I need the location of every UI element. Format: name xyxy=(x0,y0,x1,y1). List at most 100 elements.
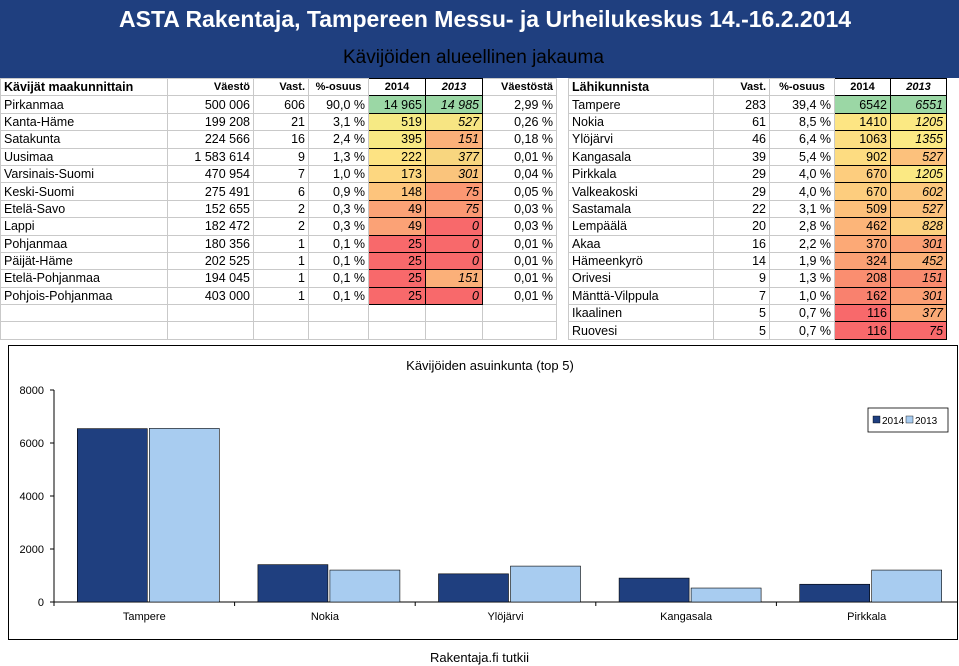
visits-2013-value: 527 xyxy=(890,199,947,219)
share-value: 0,1 % xyxy=(308,269,369,288)
regional-empty-row xyxy=(0,321,557,340)
visits-2014-value: 670 xyxy=(834,182,891,201)
count-value: 9 xyxy=(713,269,770,288)
share-value: 0,3 % xyxy=(308,217,369,236)
page-subtitle: Kävijöiden alueellinen jakauma xyxy=(343,47,604,68)
population-share-value: 0,03 % xyxy=(482,217,557,236)
count-value: 16 xyxy=(253,130,309,149)
empty-cell xyxy=(308,321,369,340)
region-name: Pohjois-Pohjanmaa xyxy=(0,286,168,306)
visits-2014-value: 509 xyxy=(834,199,891,219)
regional-header-region: Kävijät maakunnittain xyxy=(0,77,168,97)
population-share-value: 0,18 % xyxy=(482,130,557,149)
visits-2014-value: 395 xyxy=(368,130,426,149)
municipality-name: Tampere xyxy=(568,95,714,114)
neighbor-row: Hämeenkyrö 14 1,9 % 324 452 xyxy=(568,251,947,271)
visits-2013-value: 75 xyxy=(425,199,483,219)
regional-header-population: Väestö xyxy=(167,77,254,97)
population-share-value: 0,05 % xyxy=(482,182,557,201)
x-tick-label: Tampere xyxy=(123,611,166,623)
share-value: 0,3 % xyxy=(308,199,369,219)
count-value: 1 xyxy=(253,269,309,288)
count-value: 29 xyxy=(713,164,770,184)
neighbor-row: Tampere 283 39,4 % 6542 6551 xyxy=(568,95,947,114)
regional-header-popshare: Väestöstä xyxy=(482,77,557,97)
population-share-value: 0,03 % xyxy=(482,199,557,219)
regional-row: Pirkanmaa 500 006 606 90,0 % 14 965 14 985 2,9… xyxy=(0,95,557,114)
share-value: 4,0 % xyxy=(769,164,835,184)
population-share-value: 0,01 % xyxy=(482,147,557,166)
count-value: 5 xyxy=(713,304,770,323)
population-value: 224 566 xyxy=(167,130,254,149)
empty-cell xyxy=(368,304,426,323)
municipality-name: Orivesi xyxy=(568,269,714,288)
count-value: 20 xyxy=(713,217,770,236)
count-value: 22 xyxy=(713,199,770,219)
empty-cell xyxy=(425,321,483,340)
x-tick-label: Ylöjärvi xyxy=(487,611,523,623)
bar-2014-pirkkala xyxy=(799,583,871,603)
visits-2014-value: 902 xyxy=(834,147,891,166)
neighbor-row: Ylöjärvi 46 6,4 % 1063 1355 xyxy=(568,130,947,149)
visits-2013-value: 452 xyxy=(890,251,947,271)
count-value: 9 xyxy=(253,147,309,166)
bar-2013-pirkkala xyxy=(871,569,943,603)
share-value: 3,1 % xyxy=(308,112,369,132)
neighbor-header-2013: 2013 xyxy=(890,77,947,97)
region-name: Keski-Suomi xyxy=(0,182,168,201)
visits-2014-value: 324 xyxy=(834,251,891,271)
visits-2013-value: 151 xyxy=(425,269,483,288)
empty-cell xyxy=(253,321,309,340)
neighbor-header-share: %-osuus xyxy=(769,77,835,97)
visits-2013-value: 0 xyxy=(425,286,483,306)
population-share-value: 0,04 % xyxy=(482,164,557,184)
share-value: 6,4 % xyxy=(769,130,835,149)
population-value: 152 655 xyxy=(167,199,254,219)
population-value: 275 491 xyxy=(167,182,254,201)
neighbor-header-municipality: Lähikunnista xyxy=(568,77,714,97)
share-value: 0,9 % xyxy=(308,182,369,201)
visits-2013-value: 527 xyxy=(425,112,483,132)
neighbor-row: Mänttä-Vilppula 7 1,0 % 162 301 xyxy=(568,286,947,306)
population-share-value: 0,01 % xyxy=(482,251,557,271)
visits-2014-value: 462 xyxy=(834,217,891,236)
share-value: 2,2 % xyxy=(769,234,835,253)
regional-row: Keski-Suomi 275 491 6 0,9 % 148 75 0,05 % xyxy=(0,182,557,201)
visits-2013-value: 0 xyxy=(425,251,483,271)
regional-header-share: %-osuus xyxy=(308,77,369,97)
share-value: 0,1 % xyxy=(308,251,369,271)
count-value: 7 xyxy=(713,286,770,306)
municipality-name: Lempäälä xyxy=(568,217,714,236)
population-value: 500 006 xyxy=(167,95,254,114)
population-value: 182 472 xyxy=(167,217,254,236)
neighbor-table: Lähikunnista Vast. %-osuus 2014 2013 Tam… xyxy=(568,77,947,340)
regional-row: Etelä-Pohjanmaa 194 045 1 0,1 % 25 151 0,01 % xyxy=(0,269,557,288)
share-value: 1,9 % xyxy=(769,251,835,271)
count-value: 14 xyxy=(713,251,770,271)
visits-2014-value: 670 xyxy=(834,164,891,184)
empty-cell xyxy=(308,304,369,323)
region-name: Kanta-Häme xyxy=(0,112,168,132)
count-value: 39 xyxy=(713,147,770,166)
y-tick-label: 8000 xyxy=(20,385,44,397)
region-name: Uusimaa xyxy=(0,147,168,166)
neighbor-header-row: Lähikunnista Vast. %-osuus 2014 2013 xyxy=(568,77,947,97)
bar-2013-ylöjärvi xyxy=(510,565,581,603)
title-banner: ASTA Rakentaja, Tampereen Messu- ja Urhe… xyxy=(0,0,959,78)
count-value: 7 xyxy=(253,164,309,184)
visits-2014-value: 25 xyxy=(368,234,426,253)
share-value: 0,1 % xyxy=(308,234,369,253)
municipality-name: Kangasala xyxy=(568,147,714,166)
empty-cell xyxy=(0,304,168,323)
regional-empty-row xyxy=(0,304,557,323)
population-share-value: 0,01 % xyxy=(482,234,557,253)
population-share-value: 2,99 % xyxy=(482,95,557,114)
empty-cell xyxy=(167,321,254,340)
neighbor-row: Ikaalinen 5 0,7 % 116 377 xyxy=(568,304,947,323)
empty-cell xyxy=(425,304,483,323)
population-share-value: 0,01 % xyxy=(482,286,557,306)
x-tick-label: Nokia xyxy=(311,611,340,623)
region-name: Etelä-Savo xyxy=(0,199,168,219)
population-value: 1 583 614 xyxy=(167,147,254,166)
count-value: 2 xyxy=(253,217,309,236)
